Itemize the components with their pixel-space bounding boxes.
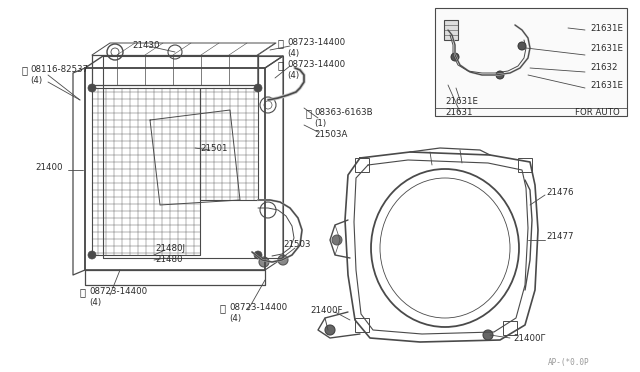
Circle shape: [88, 251, 96, 259]
Text: 21430: 21430: [132, 41, 159, 50]
Text: Ⓢ: Ⓢ: [305, 108, 311, 118]
Text: 08723-14400: 08723-14400: [287, 38, 345, 47]
Text: 21400: 21400: [35, 163, 63, 172]
Text: 08363-6163B: 08363-6163B: [314, 108, 372, 117]
Text: 08723-14400: 08723-14400: [89, 287, 147, 296]
Text: 21480: 21480: [155, 255, 182, 264]
Bar: [435, 8, 627, 116]
Circle shape: [254, 84, 262, 92]
Text: Ⓒ: Ⓒ: [278, 38, 284, 48]
Circle shape: [496, 71, 504, 79]
Bar: [355, 158, 369, 172]
Text: 21476: 21476: [546, 188, 573, 197]
Text: (4): (4): [30, 76, 42, 85]
Text: (4): (4): [287, 71, 299, 80]
Bar: [444, 20, 458, 40]
Text: 21400F: 21400F: [310, 306, 342, 315]
Text: Ⓑ: Ⓑ: [22, 65, 28, 75]
Text: 21480J: 21480J: [155, 244, 185, 253]
Circle shape: [332, 235, 342, 245]
Bar: [355, 318, 369, 332]
Bar: [503, 321, 517, 335]
Circle shape: [278, 255, 288, 265]
Text: 21503: 21503: [283, 240, 310, 249]
Text: 21400Г: 21400Г: [513, 334, 546, 343]
Circle shape: [451, 53, 459, 61]
Text: 21503A: 21503A: [314, 130, 348, 139]
Text: Ⓒ: Ⓒ: [80, 287, 86, 297]
Text: 21631: 21631: [445, 108, 472, 117]
Text: (1): (1): [314, 119, 326, 128]
Text: 21631E: 21631E: [445, 97, 478, 106]
Text: 21477: 21477: [546, 232, 573, 241]
Text: (4): (4): [287, 49, 299, 58]
Text: FOR AUTO: FOR AUTO: [575, 108, 620, 117]
Text: 08723-14400: 08723-14400: [287, 60, 345, 69]
Circle shape: [483, 330, 493, 340]
Circle shape: [518, 42, 526, 50]
Text: 08723-14400: 08723-14400: [229, 303, 287, 312]
Circle shape: [325, 325, 335, 335]
Text: Ⓒ: Ⓒ: [220, 303, 226, 313]
Text: (4): (4): [89, 298, 101, 307]
Circle shape: [259, 257, 269, 267]
Text: 21631E: 21631E: [590, 81, 623, 90]
Circle shape: [254, 251, 262, 259]
Text: 21501: 21501: [200, 144, 227, 153]
Text: (4): (4): [229, 314, 241, 323]
Text: 08116-82537: 08116-82537: [30, 65, 88, 74]
Text: Ⓒ: Ⓒ: [278, 60, 284, 70]
Text: 21632: 21632: [590, 63, 618, 72]
Text: 21631E: 21631E: [590, 24, 623, 33]
Text: AP-(*0.0P: AP-(*0.0P: [548, 358, 589, 367]
Text: 21631E: 21631E: [590, 44, 623, 53]
Circle shape: [88, 84, 96, 92]
Bar: [518, 158, 532, 172]
